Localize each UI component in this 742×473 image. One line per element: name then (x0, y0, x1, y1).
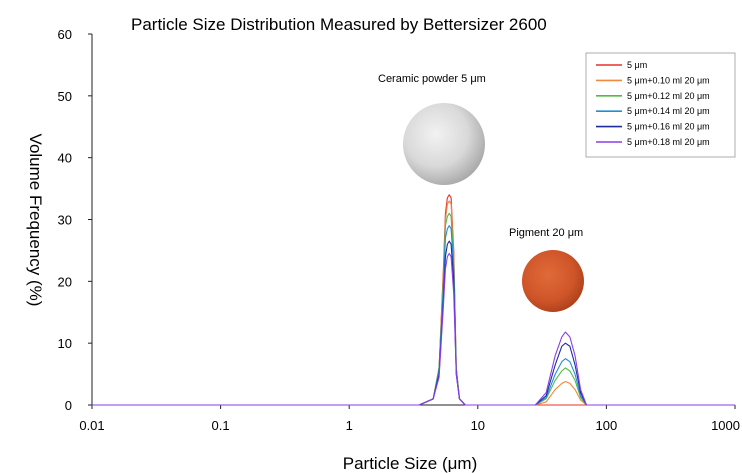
series-line-4 (92, 240, 735, 406)
legend-box (585, 52, 736, 158)
pigment-image (522, 250, 584, 312)
x-tick-label: 1000 (711, 418, 740, 433)
y-axis: 0 10 20 30 40 50 60 (58, 27, 93, 413)
x-tick-label: 0.1 (212, 418, 230, 433)
legend: 5 μm 5 μm+0.10 ml 20 μm 5 μm+0.12 ml 20 μm… (585, 52, 736, 158)
series-line-0 (92, 194, 735, 406)
series-line-2 (92, 212, 735, 406)
x-axis-label: Particle Size (μm) (343, 454, 477, 473)
series-line-1 (92, 200, 735, 406)
series-layer (92, 194, 735, 406)
legend-label: 5 μm+0.12 ml 20 μm (627, 91, 710, 101)
y-tick-label: 20 (58, 274, 72, 289)
annotation-ceramic: Ceramic powder 5 μm (378, 73, 486, 85)
series-line-3 (92, 225, 735, 406)
legend-label: 5 μm+0.18 ml 20 μm (627, 137, 710, 147)
y-axis-label: Volume Frequency (%) (26, 134, 45, 307)
ceramic-powder-image (403, 103, 485, 185)
y-tick-label: 60 (58, 27, 72, 42)
legend-label: 5 μm (627, 60, 647, 70)
legend-label: 5 μm+0.14 ml 20 μm (627, 106, 710, 116)
annotation-pigment: Pigment 20 μm (509, 227, 583, 239)
chart-title: Particle Size Distribution Measured by B… (131, 15, 547, 34)
x-tick-label: 0.01 (79, 418, 104, 433)
series-line-5 (92, 252, 735, 406)
x-tick-label: 100 (596, 418, 618, 433)
legend-label: 5 μm+0.16 ml 20 μm (627, 122, 710, 132)
y-tick-label: 50 (58, 89, 72, 104)
x-tick-label: 10 (471, 418, 485, 433)
legend-label: 5 μm+0.10 ml 20 μm (627, 75, 710, 85)
y-tick-label: 0 (65, 398, 72, 413)
y-tick-label: 10 (58, 336, 72, 351)
x-axis: 0.01 0.1 1 10 100 1000 (79, 404, 740, 433)
y-tick-label: 30 (58, 213, 72, 228)
x-tick-label: 1 (346, 418, 353, 433)
y-tick-label: 40 (58, 151, 72, 166)
